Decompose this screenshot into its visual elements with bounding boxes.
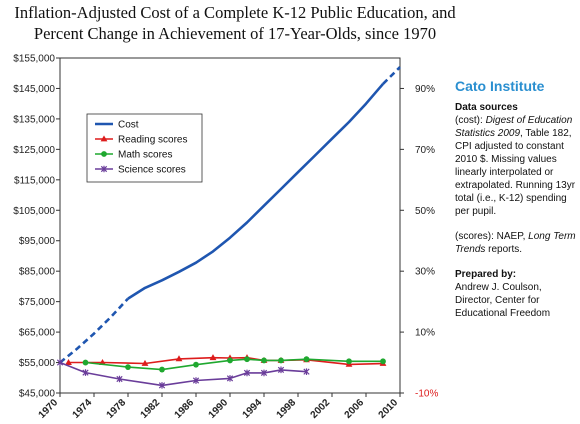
science-score-point [158, 382, 166, 389]
science-score-point [226, 375, 234, 382]
legend-label: Reading scores [118, 135, 187, 146]
y-left-tick-label: $115,000 [14, 175, 55, 186]
data-sources-note: Data sources (cost): Digest of Education… [455, 101, 579, 218]
chart-axes: 1970 1974 1978 1982 1986 1990 1994 1998 2002 2006… [13, 54, 438, 421]
chart-legend: Cost Reading scores Math scores Science sco… [86, 113, 203, 183]
scores-source-suffix: reports. [485, 244, 523, 255]
y-right-tick-label: 30% [415, 267, 435, 278]
science-score-point [303, 368, 310, 375]
math-score-point [303, 356, 310, 363]
y-right-tick-label: 90% [415, 84, 435, 95]
y-right-tick-label: 50% [415, 206, 435, 217]
legend-label: Science scores [118, 165, 186, 176]
y-left-tick-label: $105,000 [13, 206, 55, 217]
math-score-point [159, 366, 165, 373]
legend-label: Cost [118, 120, 139, 131]
science-score-point [82, 369, 89, 376]
math-score-point [193, 361, 199, 368]
cost-interpolated-extrapolated-line [59, 297, 129, 364]
x-tick-label: 1986 [173, 397, 197, 421]
y-left-tick-label: $155,000 [13, 54, 55, 65]
y-right-tick-label: -10% [415, 389, 438, 400]
data-sources-heading: Data sources [455, 102, 518, 113]
reading-score-point [209, 354, 217, 361]
math-score-point [346, 358, 352, 365]
science-score-point [56, 359, 64, 366]
science-score-point [116, 375, 123, 383]
x-tick-label: 1978 [105, 397, 129, 421]
science-scores-line [59, 361, 307, 387]
y-left-tick-label: $65,000 [19, 328, 56, 339]
y-left-tick-label: $85,000 [19, 267, 56, 278]
cost-extrapolated-line [382, 66, 401, 85]
y-left-tick-label: $75,000 [19, 297, 56, 308]
math-score-point [125, 364, 131, 371]
y-right-tick-label: 70% [415, 145, 435, 156]
y-left-tick-label: $45,000 [19, 389, 56, 400]
science-score-point [260, 369, 268, 377]
x-tick-label: 2010 [377, 397, 401, 421]
x-tick-label: 1974 [71, 397, 95, 421]
science-score-point [243, 369, 251, 377]
prepared-by-note: Prepared by: Andrew J. Coulson, Director… [455, 268, 579, 320]
prepared-by-body: Andrew J. Coulson, Director, Center for … [455, 282, 551, 319]
chart-series [56, 66, 401, 389]
cost-line [127, 83, 384, 300]
x-tick-label: 2006 [343, 397, 367, 421]
y-right-tick-label: 10% [415, 328, 435, 339]
reading-score-point [100, 135, 108, 142]
legend-label: Math scores [118, 150, 172, 161]
math-score-point [278, 357, 284, 364]
math-score-point [101, 151, 107, 157]
y-left-tick-label: $55,000 [19, 358, 56, 369]
math-score-point [261, 357, 267, 364]
x-tick-label: 2002 [309, 397, 333, 421]
cost-source-prefix: (cost): [455, 115, 486, 126]
reading-score-point [141, 359, 149, 366]
y-left-tick-label: $125,000 [13, 145, 55, 156]
y-left-tick-label: $95,000 [19, 236, 56, 247]
cost-source-title: Digest of Education Statistics 2009 [455, 115, 573, 139]
x-tick-label: 1990 [207, 397, 231, 421]
scores-source-note: (scores): NAEP, Long Term Trends reports… [455, 230, 579, 256]
y-left-tick-label: $145,000 [13, 84, 55, 95]
science-score-point [100, 165, 108, 173]
science-score-point [192, 377, 200, 384]
scores-source-title: Long Term Trends [455, 231, 576, 255]
cost-source-suffix: , Table 182, CPI adjusted to constant 20… [455, 128, 576, 217]
chart-title: Inflation-Adjusted Cost of a Complete K-… [0, 2, 470, 44]
y-left-tick-label: $135,000 [13, 114, 55, 125]
prepared-by-heading: Prepared by: [455, 269, 517, 280]
science-score-point [277, 366, 285, 374]
reading-score-point [65, 358, 72, 365]
math-score-point [380, 358, 386, 365]
x-tick-label: 1982 [139, 397, 163, 421]
plot-frame [59, 57, 401, 394]
scores-source-prefix: (scores): NAEP, [455, 231, 529, 242]
reading-scores-line [68, 356, 384, 366]
math-score-point [82, 359, 89, 366]
math-score-point [244, 356, 250, 363]
reading-score-point [175, 355, 183, 362]
x-tick-label: 1970 [37, 397, 61, 421]
chart-title-line-1: Inflation-Adjusted Cost of a Complete K-… [14, 3, 456, 22]
math-score-point [227, 357, 233, 364]
sidebar-notes: Cato Institute Data sources (cost): Dige… [455, 78, 579, 332]
brand-name: Cato Institute [455, 78, 545, 94]
x-tick-label: 1994 [241, 397, 265, 421]
chart-title-line-2: Percent Change in Achievement of 17-Year… [33, 24, 437, 43]
x-tick-label: 1998 [275, 397, 299, 421]
